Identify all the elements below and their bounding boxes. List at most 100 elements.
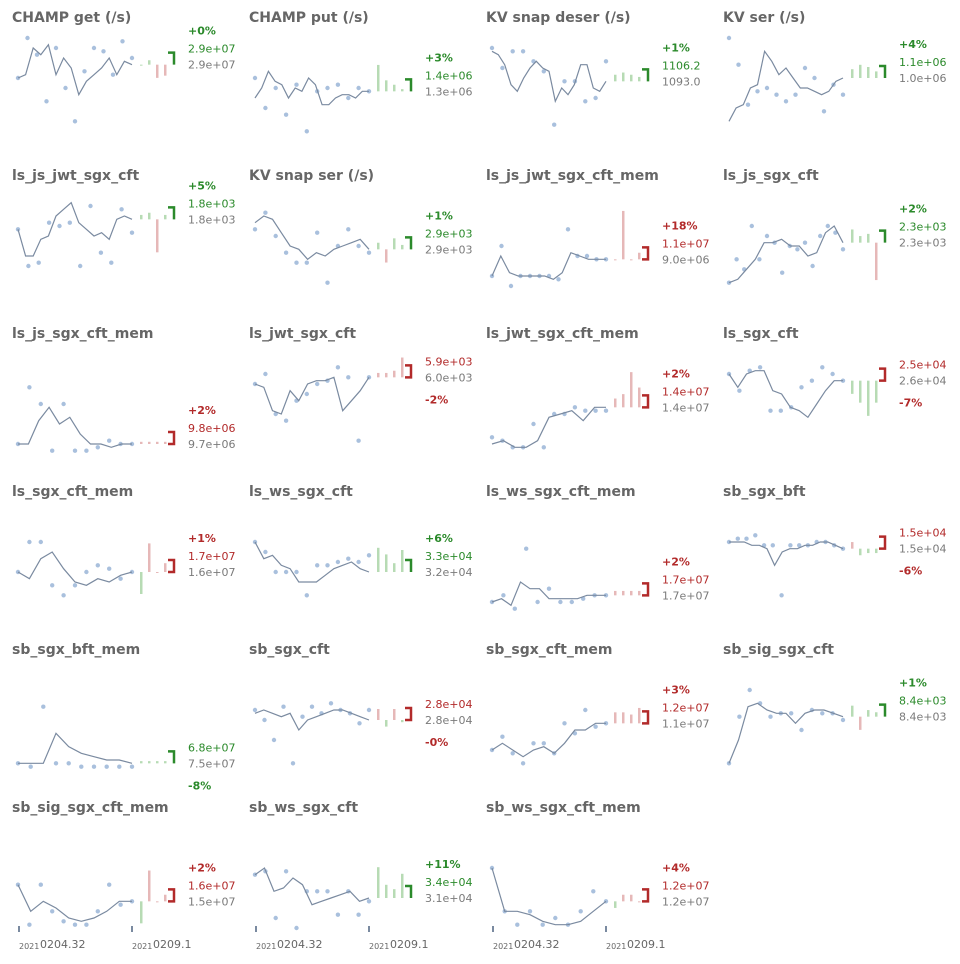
change-bar xyxy=(156,441,159,444)
data-point xyxy=(541,69,546,74)
data-point xyxy=(356,243,361,249)
data-point xyxy=(356,912,361,917)
x-axis-start-year: 2021 xyxy=(493,942,513,951)
data-point xyxy=(541,741,546,746)
data-point xyxy=(764,85,770,91)
data-point xyxy=(38,539,43,545)
chart-title: sb_sgx_bft xyxy=(723,484,806,500)
x-axis-1: 2021 0204.32 2021 0209.1 xyxy=(255,926,429,951)
series-line xyxy=(491,50,607,104)
data-point xyxy=(810,263,815,269)
current-value-label: 9.8e+06 xyxy=(188,422,235,435)
data-point xyxy=(335,559,341,565)
reference-value-label: 1093.0 xyxy=(662,75,701,88)
data-point xyxy=(315,381,320,387)
data-point xyxy=(120,39,125,44)
data-point xyxy=(770,543,775,548)
chart-title: KV snap ser (/s) xyxy=(249,168,374,184)
current-value-label: 6.8e+07 xyxy=(188,741,235,754)
chart-panel-18: sb_sgx_cft_mem 1.1e+07 1.2e+07 +3% xyxy=(486,642,709,766)
reference-value-label: 2.3e+03 xyxy=(899,237,946,250)
reference-value-label: 9.7e+06 xyxy=(188,438,235,451)
change-bracket xyxy=(168,558,176,574)
data-point xyxy=(304,260,309,265)
change-bar xyxy=(859,236,862,243)
chart-panel-1: CHAMP put (/s) 1.3e+06 1.4e+06 +3% xyxy=(249,10,472,134)
data-point xyxy=(820,365,825,370)
chart-title: ls_ws_sgx_cft_mem xyxy=(486,484,636,500)
change-bar xyxy=(638,387,641,408)
change-bracket xyxy=(879,535,887,550)
data-point xyxy=(101,49,106,54)
data-point xyxy=(325,280,330,285)
data-point xyxy=(789,711,794,716)
data-point xyxy=(263,371,268,377)
data-point xyxy=(524,546,529,551)
change-bracket xyxy=(879,229,887,243)
data-point xyxy=(61,401,66,407)
chart-panel-4: ls_js_jwt_sgx_cft 1.8e+03 1.8e+03 +5% xyxy=(12,168,235,269)
change-bar xyxy=(614,712,617,724)
change-bar xyxy=(156,572,159,573)
change-percent-label: +5% xyxy=(188,179,216,192)
data-point xyxy=(366,553,372,558)
data-point xyxy=(50,583,55,588)
change-bar xyxy=(622,72,625,82)
series-line xyxy=(254,541,370,583)
data-point xyxy=(95,563,101,568)
change-bracket xyxy=(879,367,887,382)
data-point xyxy=(366,250,372,255)
change-bar xyxy=(401,357,404,378)
change-bar xyxy=(385,554,388,572)
data-point xyxy=(734,257,739,262)
change-bar xyxy=(614,901,617,908)
reference-value-label: 1.3e+06 xyxy=(425,85,472,98)
change-percent-label: -0% xyxy=(425,736,448,749)
data-point xyxy=(335,912,341,917)
data-point xyxy=(726,35,732,41)
chart-title: sb_sig_sgx_cft xyxy=(723,642,834,658)
data-point xyxy=(50,448,55,453)
change-percent-label: +2% xyxy=(188,404,216,417)
data-point xyxy=(300,714,305,719)
data-point xyxy=(78,263,83,269)
data-point xyxy=(757,257,762,262)
series-line xyxy=(254,709,370,732)
x-axis-end-label: 0209.1 xyxy=(627,938,666,951)
series-line xyxy=(254,70,369,106)
change-bar xyxy=(622,394,625,408)
change-bar xyxy=(630,894,633,902)
data-point xyxy=(67,220,73,225)
data-point xyxy=(281,704,286,709)
data-point xyxy=(63,85,68,91)
chart-title: ls_js_jwt_sgx_cft xyxy=(12,168,139,184)
data-point xyxy=(591,889,596,894)
data-point xyxy=(283,112,289,117)
change-bar xyxy=(638,901,641,903)
reference-value-label: 1.7e+07 xyxy=(662,589,709,602)
data-point xyxy=(768,714,773,719)
change-percent-label: +1% xyxy=(188,532,216,545)
reference-value-label: 1.4e+07 xyxy=(662,401,709,414)
change-percent-label: +4% xyxy=(899,38,927,51)
data-point xyxy=(107,566,112,571)
change-percent-label: +1% xyxy=(899,677,927,690)
change-bracket xyxy=(405,558,413,572)
chart-title: ls_js_sgx_cft_mem xyxy=(12,326,153,342)
data-point xyxy=(569,599,574,605)
series-line xyxy=(491,867,607,926)
change-bracket xyxy=(642,888,650,903)
data-point xyxy=(95,909,101,914)
chart-panel-22: sb_ws_sgx_cft_mem 1.2e+07 1.2e+07 +4% xyxy=(486,800,709,927)
change-bar xyxy=(851,542,854,549)
reference-value-label: 1.8e+03 xyxy=(188,213,235,226)
reference-value-label: 2.8e+04 xyxy=(425,714,472,727)
change-bar xyxy=(164,214,167,220)
change-bracket xyxy=(642,394,650,409)
change-percent-label: +4% xyxy=(662,861,690,874)
chart-panel-7: ls_js_sgx_cft 2.3e+03 2.3e+03 +2% xyxy=(723,168,946,285)
change-bar xyxy=(401,550,404,572)
chart-title: sb_sgx_cft_mem xyxy=(486,642,613,658)
data-point xyxy=(26,263,31,269)
data-point xyxy=(328,701,334,706)
